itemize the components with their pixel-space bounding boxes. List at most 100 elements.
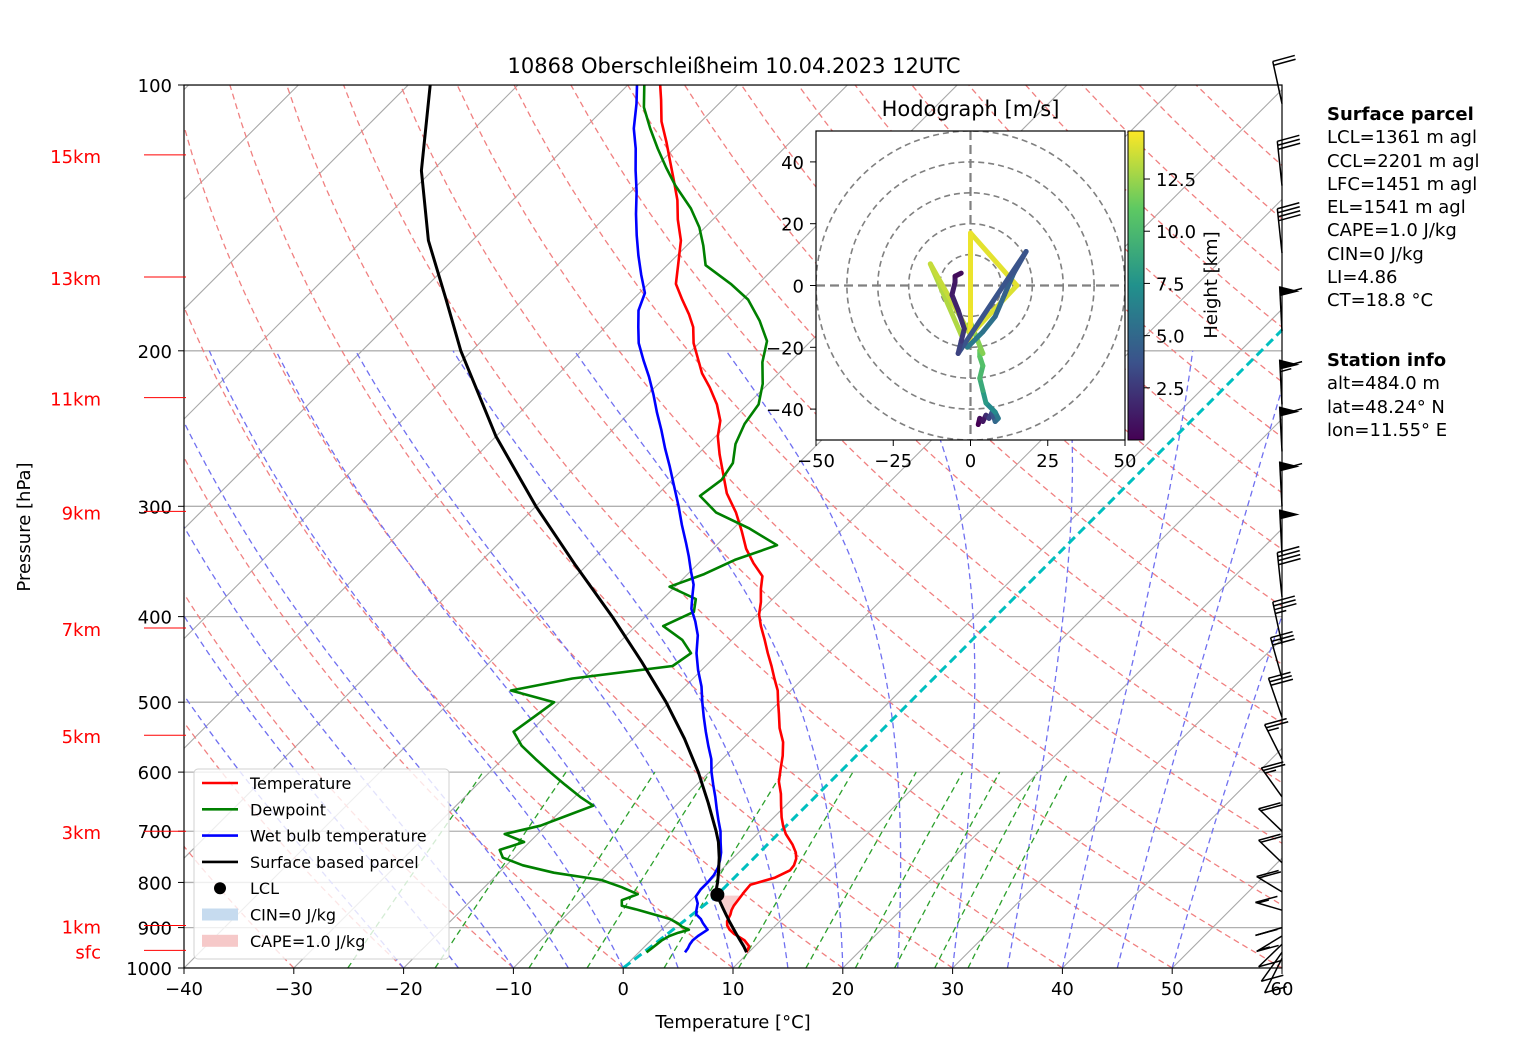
surface-parcel-line: LCL=1361 m agl <box>1327 127 1477 149</box>
wind-barbs <box>1255 54 1303 994</box>
wind-barb-flag <box>1273 58 1296 66</box>
mixing-ratio-line <box>528 771 656 968</box>
wind-barb-staff <box>1267 678 1283 718</box>
wind-barb-flag <box>1270 630 1293 639</box>
y-axis-label: Pressure [hPa] <box>14 462 35 591</box>
wind-barb-flag <box>1277 553 1301 562</box>
lcl-marker <box>710 887 725 902</box>
wind-barb-flag <box>1264 986 1287 994</box>
wind-barb <box>1255 926 1283 937</box>
wind-barb-flag <box>1270 678 1294 686</box>
legend-label: Dewpoint <box>250 800 326 819</box>
wind-barb-half-flag <box>1267 727 1279 732</box>
wind-barb-flag <box>1261 974 1284 982</box>
height-label: 5km <box>62 727 101 748</box>
wind-barb-staff <box>1260 951 1283 982</box>
hodograph-segment <box>964 329 986 350</box>
legend-label: Surface based parcel <box>250 853 419 872</box>
wind-barb-flag <box>1272 638 1295 646</box>
moist-adiabat-line <box>1006 350 1074 968</box>
station-info-line: alt=484.0 m <box>1327 373 1440 395</box>
chart-title: 10868 Oberschleißheim 10.04.2023 12UTC <box>508 54 961 78</box>
station-info-box: Station info alt=484.0 m lat=48.24° N lo… <box>1327 349 1447 442</box>
surface-parcel-line: CAPE=1.0 J/kg <box>1327 220 1457 242</box>
surface-parcel-title: Surface parcel <box>1327 104 1474 125</box>
wind-barb-flag <box>1278 557 1301 566</box>
wind-barb-flag <box>1279 407 1303 416</box>
surface-parcel-line: CT=18.8 °C <box>1327 290 1434 312</box>
wind-barb <box>1278 461 1303 507</box>
station-info-line: lat=48.24° N <box>1327 396 1445 418</box>
wind-barb-flag <box>1279 287 1303 296</box>
mixing-ratio-line <box>967 771 1070 968</box>
legend-swatch <box>202 934 238 947</box>
surface-parcel-box: Surface parcel LCL=1361 m agl CCL=2201 m… <box>1327 103 1480 313</box>
hodograph-x-tick-label: −25 <box>874 451 912 472</box>
wind-barb-flag <box>1274 602 1297 611</box>
moist-adiabat-line <box>573 350 844 968</box>
isotherm-line <box>184 85 738 640</box>
wind-barb-flag <box>1258 871 1282 879</box>
wind-barb-flag <box>1277 138 1300 147</box>
hodograph-segment <box>992 292 1007 319</box>
mixing-ratio-line <box>854 771 964 968</box>
wind-barb-flag <box>1277 545 1300 554</box>
legend-label: LCL <box>250 879 279 898</box>
hodograph-segment <box>949 292 961 313</box>
mixing-ratio-line <box>434 771 567 968</box>
wind-barb <box>1260 951 1284 982</box>
wind-barb <box>1267 671 1294 718</box>
wind-barb-staff <box>1260 767 1283 798</box>
x-axis-label: Temperature [°C] <box>654 1012 810 1033</box>
wind-barb-pennant <box>1279 509 1300 520</box>
moist-adiabat-line <box>1171 613 1282 968</box>
dry-adiabat-line <box>184 455 624 968</box>
x-tick-label: −10 <box>494 979 532 1000</box>
moist-adiabat-line <box>275 350 679 968</box>
moist-adiabat-line <box>1116 386 1282 968</box>
wind-barb-staff <box>1255 901 1283 911</box>
dry-adiabat-line <box>854 85 1282 494</box>
y-tick-label: 1000 <box>126 959 172 980</box>
dry-adiabat-line <box>456 85 1282 906</box>
y-tick-label: 500 <box>138 693 172 714</box>
surface-parcel-line: CIN=0 J/kg <box>1327 243 1424 265</box>
x-tick-label: 40 <box>1051 979 1074 1000</box>
wind-barb-flag <box>1277 134 1300 143</box>
wind-barb <box>1260 761 1286 798</box>
wind-barb-flag <box>1264 717 1287 726</box>
wind-barb-staff <box>1258 839 1283 864</box>
wind-barb-flag <box>1277 202 1300 210</box>
mixing-ratio-line <box>586 771 711 968</box>
wind-barb-flag <box>1277 549 1300 558</box>
colorbar-tick-label: 2.5 <box>1156 379 1185 400</box>
height-label: 1km <box>62 917 101 938</box>
wind-barb <box>1276 545 1301 598</box>
wind-barb <box>1263 957 1287 994</box>
temperature-line <box>658 85 798 953</box>
wind-barb-flag <box>1260 804 1283 812</box>
height-label: 11km <box>50 390 101 411</box>
isotherm-line <box>952 637 1282 968</box>
dry-adiabat-line <box>286 85 1063 968</box>
colorbar-tick-label: 12.5 <box>1156 170 1196 191</box>
colorbar <box>1127 130 1145 441</box>
wind-barb <box>1255 895 1283 911</box>
surface-parcel-line: LI=4.86 <box>1327 267 1398 289</box>
hodograph-y-tick-label: 20 <box>781 215 804 236</box>
dry-adiabat-line <box>342 85 1173 968</box>
legend-label: Wet bulb temperature <box>250 827 427 846</box>
legend-label: CIN=0 J/kg <box>250 906 336 925</box>
y-tick-label: 800 <box>138 873 172 894</box>
wind-barb-staff <box>1263 724 1283 760</box>
hodograph-y-tick-label: −40 <box>766 400 804 421</box>
surface-parcel-line: LFC=1451 m agl <box>1327 173 1478 195</box>
wind-barb-flag <box>1273 599 1296 607</box>
isotherm-line <box>622 308 1282 968</box>
mixing-ratio-line <box>894 771 1001 968</box>
dry-adiabat-line <box>229 85 953 968</box>
x-tick-label: 0 <box>617 979 628 1000</box>
legend-label: CAPE=1.0 J/kg <box>250 932 365 951</box>
wind-barb-flag <box>1260 835 1283 844</box>
height-label: 13km <box>50 269 101 290</box>
